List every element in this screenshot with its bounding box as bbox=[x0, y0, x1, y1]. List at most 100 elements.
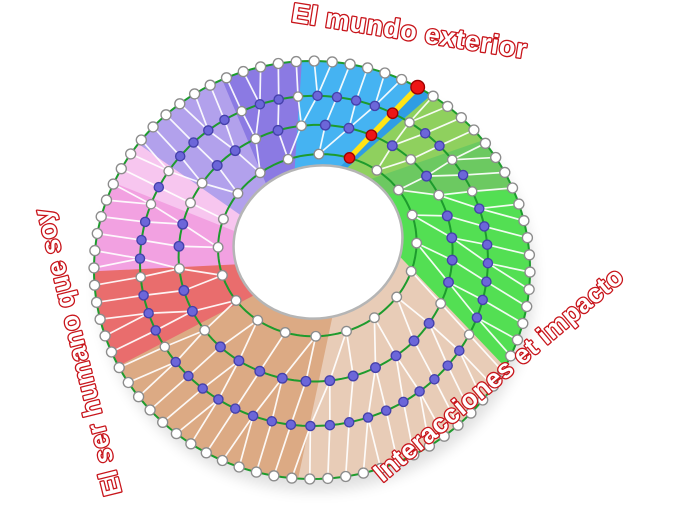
wheel-node[interactable] bbox=[89, 244, 101, 257]
wheel-node[interactable] bbox=[481, 239, 493, 250]
wheel-node[interactable] bbox=[144, 404, 156, 416]
wheel-node[interactable] bbox=[174, 98, 186, 110]
wheel-node[interactable] bbox=[344, 58, 356, 70]
wheel-node[interactable] bbox=[107, 178, 119, 190]
wheel-node[interactable] bbox=[254, 365, 266, 377]
wheel-node[interactable] bbox=[213, 394, 224, 405]
wheel-node[interactable] bbox=[232, 187, 244, 199]
wheel-node[interactable] bbox=[438, 430, 450, 442]
wheel-node[interactable] bbox=[186, 305, 198, 317]
wheel-node[interactable] bbox=[217, 213, 229, 225]
wheel-node[interactable] bbox=[174, 150, 186, 162]
wheel-node[interactable] bbox=[398, 396, 409, 408]
wheel-node[interactable] bbox=[132, 391, 145, 403]
wheel-node[interactable] bbox=[282, 153, 294, 165]
wheel-node[interactable] bbox=[233, 355, 245, 367]
wheel-node[interactable] bbox=[421, 170, 432, 182]
sector-purple[interactable] bbox=[222, 61, 302, 185]
wheel-node[interactable] bbox=[324, 375, 336, 387]
wheel-node[interactable] bbox=[113, 361, 125, 374]
wheel-node[interactable] bbox=[153, 181, 165, 193]
wheel-node[interactable] bbox=[505, 350, 517, 362]
wheel-node[interactable] bbox=[178, 285, 190, 296]
wheel-node[interactable] bbox=[477, 394, 489, 406]
sector-pink-light[interactable] bbox=[113, 141, 242, 232]
wheel-node[interactable] bbox=[254, 99, 266, 110]
wheel-node[interactable] bbox=[94, 313, 106, 325]
wheel-node[interactable] bbox=[423, 440, 436, 452]
wheel-node[interactable] bbox=[170, 427, 183, 440]
wheel-node[interactable] bbox=[212, 241, 224, 253]
wheel-node[interactable] bbox=[414, 386, 425, 397]
wheel-node[interactable] bbox=[371, 164, 383, 176]
wheel-node[interactable] bbox=[379, 67, 391, 79]
wheel-node[interactable] bbox=[375, 462, 387, 475]
wheel-node[interactable] bbox=[347, 370, 359, 382]
wheel-node[interactable] bbox=[268, 470, 280, 482]
wheel-node[interactable] bbox=[160, 109, 172, 121]
wheel-node[interactable] bbox=[163, 165, 174, 177]
wheel-node[interactable] bbox=[454, 345, 465, 356]
wheel-node[interactable] bbox=[95, 210, 107, 223]
wheel-node[interactable] bbox=[479, 137, 492, 149]
wheel-node[interactable] bbox=[135, 271, 146, 283]
wheel-node[interactable] bbox=[326, 56, 338, 68]
wheel-node[interactable] bbox=[391, 291, 403, 303]
wheel-node[interactable] bbox=[523, 249, 536, 261]
wheel-node[interactable] bbox=[254, 167, 266, 179]
wheel-node[interactable] bbox=[183, 370, 194, 382]
wheel-node[interactable] bbox=[145, 198, 157, 210]
wheel-node[interactable] bbox=[177, 218, 189, 230]
wheel-node[interactable] bbox=[471, 312, 483, 323]
wheel-node[interactable] bbox=[361, 62, 374, 74]
wheel-node[interactable] bbox=[411, 237, 423, 249]
wheel-node[interactable] bbox=[105, 346, 118, 358]
wheel-node[interactable] bbox=[122, 376, 134, 389]
wheel-node[interactable] bbox=[341, 325, 352, 337]
wheel-node[interactable] bbox=[441, 100, 454, 113]
wheel-node[interactable] bbox=[435, 298, 447, 309]
wheel-node[interactable] bbox=[521, 300, 533, 313]
wheel-node[interactable] bbox=[386, 140, 398, 152]
wheel-node[interactable] bbox=[497, 365, 509, 377]
wheel-node[interactable] bbox=[250, 466, 263, 478]
wheel-node[interactable] bbox=[369, 100, 381, 112]
wheel-node[interactable] bbox=[188, 137, 199, 148]
wheel-node[interactable] bbox=[310, 330, 322, 342]
sector-green-mid[interactable] bbox=[370, 140, 515, 195]
sector-blue[interactable] bbox=[293, 61, 419, 170]
wheel-node[interactable] bbox=[441, 210, 453, 222]
wheel-node[interactable] bbox=[233, 461, 245, 473]
sector-green-bright[interactable] bbox=[386, 190, 531, 370]
wheel-node-selected[interactable] bbox=[386, 107, 399, 120]
wheel-node[interactable] bbox=[350, 95, 362, 106]
wheel-node[interactable] bbox=[229, 145, 241, 157]
wheel-node-selected[interactable] bbox=[365, 129, 378, 142]
wheel-node[interactable] bbox=[230, 403, 241, 414]
wheel-node[interactable] bbox=[290, 55, 302, 68]
wheel-node-selected[interactable] bbox=[343, 152, 356, 164]
wheel-node[interactable] bbox=[521, 232, 534, 244]
wheel-node[interactable] bbox=[390, 350, 402, 362]
wheel-node[interactable] bbox=[157, 416, 169, 428]
wheel-node[interactable] bbox=[434, 140, 445, 152]
wheel-node[interactable] bbox=[455, 112, 467, 124]
wheel-node[interactable] bbox=[443, 276, 454, 288]
wheel-node[interactable] bbox=[405, 154, 417, 165]
wheel-node[interactable] bbox=[446, 254, 458, 266]
wheel-node[interactable] bbox=[203, 125, 214, 136]
wheel-node[interactable] bbox=[236, 105, 247, 117]
wheel-node[interactable] bbox=[393, 184, 404, 196]
wheel-node[interactable] bbox=[286, 472, 298, 484]
wheel-node[interactable] bbox=[173, 240, 185, 252]
wheel-node[interactable] bbox=[340, 470, 352, 483]
wheel-node[interactable] bbox=[125, 148, 137, 160]
wheel-node[interactable] bbox=[170, 356, 181, 368]
wheel-node[interactable] bbox=[408, 335, 420, 347]
sector-pink[interactable] bbox=[94, 180, 236, 272]
wheel-node[interactable] bbox=[331, 91, 343, 103]
wheel-node[interactable] bbox=[196, 177, 208, 189]
wheel-node[interactable] bbox=[135, 134, 147, 146]
wheel-node[interactable] bbox=[446, 232, 458, 244]
wheel-node[interactable] bbox=[511, 334, 524, 346]
